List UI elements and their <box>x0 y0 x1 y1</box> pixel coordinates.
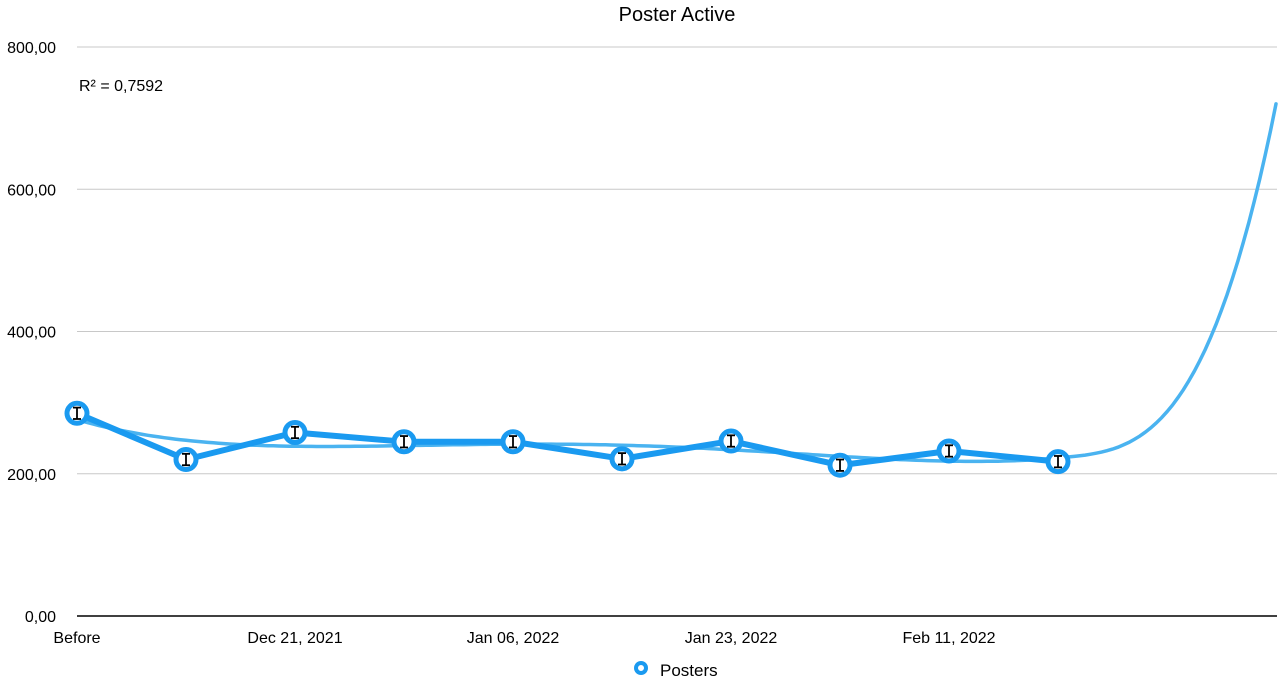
x-tick-label: Jan 06, 2022 <box>467 630 560 647</box>
y-tick-label: 800,00 <box>7 40 56 57</box>
y-tick-label: 200,00 <box>7 467 56 484</box>
chart-title: Poster Active <box>619 4 736 26</box>
legend-marker-posters <box>634 661 648 675</box>
x-tick-label: Jan 23, 2022 <box>685 630 778 647</box>
x-tick-label: Dec 21, 2021 <box>247 630 342 647</box>
trendline <box>75 102 1278 464</box>
y-axis: 0,00 200,00 400,00 600,00 800,00 <box>7 40 56 626</box>
y-tick-label: 400,00 <box>7 325 56 342</box>
x-tick-label: Feb 11, 2022 <box>902 630 995 647</box>
grid <box>77 46 1277 617</box>
legend-label-posters: Posters <box>660 661 718 680</box>
y-tick-label: 0,00 <box>25 609 56 626</box>
series-line <box>74 410 1061 469</box>
r-squared-label: R² = 0,7592 <box>79 78 163 95</box>
x-axis: Before Dec 21, 2021 Jan 06, 2022 Jan 23, 20… <box>53 630 995 647</box>
legend: Posters <box>634 661 718 680</box>
trendline-curve <box>75 102 1278 464</box>
x-tick-label: Before <box>53 630 100 647</box>
y-tick-label: 600,00 <box>7 182 56 199</box>
series-posters <box>64 400 1071 478</box>
